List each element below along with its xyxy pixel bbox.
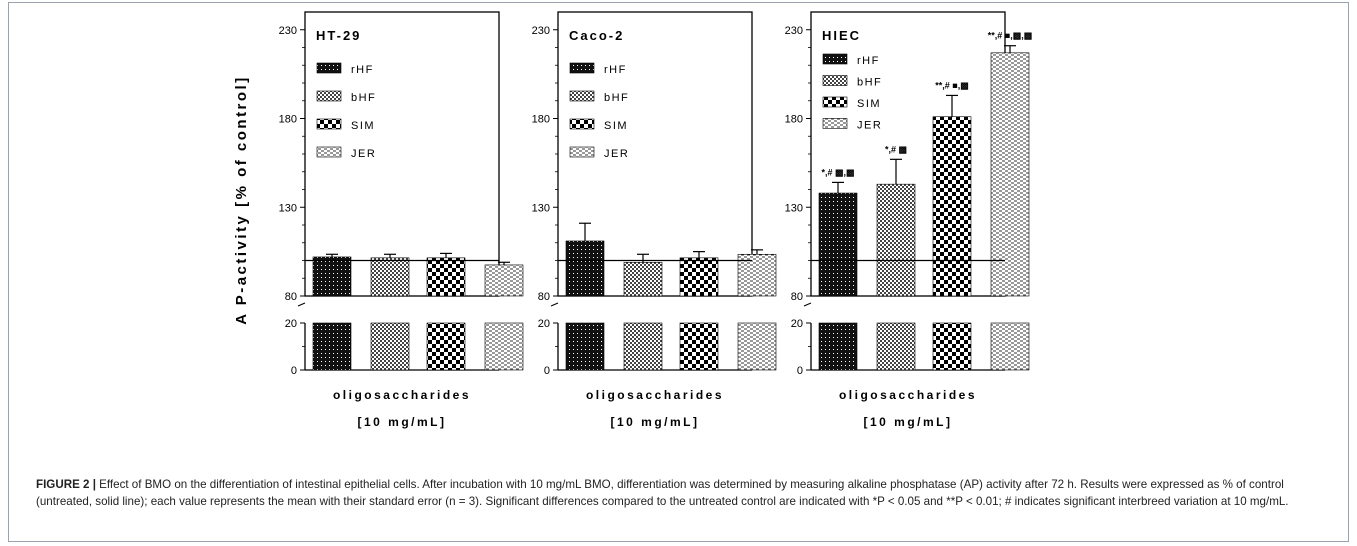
panel-1: 80 130 180 230 0 20 HT-29 rHF bHF SIM JER oligosacc… — [279, 11, 524, 429]
bar-rHF — [312, 256, 352, 297]
x-axis-label: oligosaccharides — [586, 388, 724, 402]
y-tick-label: 230 — [279, 25, 297, 37]
legend-swatch-JER — [822, 118, 848, 129]
legend-label: bHF — [351, 92, 376, 104]
legend-swatch-bHF — [569, 90, 595, 102]
legend-label: bHF — [857, 77, 882, 89]
bar-lower-JER — [484, 322, 524, 371]
bar-JER — [990, 52, 1030, 297]
y-tick-label: 20 — [538, 318, 550, 330]
bar-lower-SIM — [679, 322, 719, 371]
significance-label: **,# ■,▩ — [935, 80, 968, 90]
chart-svg: A P-activity [% of control] 80 130 180 230 0… — [233, 11, 1032, 429]
legend-swatch-SIM — [316, 118, 342, 130]
bar-lower-JER — [990, 322, 1030, 371]
panel-title: Caco-2 — [569, 28, 624, 43]
bar-bHF — [623, 261, 663, 297]
panel-3: 80 130 180 230 0 20 *,# ▩,▩ *,# ▩ **,# ■,▩ **,# ■… — [785, 11, 1032, 429]
y-tick-label: 130 — [279, 202, 297, 214]
y-tick-label: 230 — [532, 25, 550, 37]
bar-bHF — [876, 183, 916, 297]
bar-lower-rHF — [565, 322, 605, 371]
legend-label: JER — [857, 120, 882, 132]
x-axis-label: oligosaccharides — [333, 388, 471, 402]
bar-bHF — [370, 257, 410, 297]
bar-SIM — [426, 257, 466, 297]
bar-lower-bHF — [370, 322, 410, 371]
panel-title: HT-29 — [316, 28, 361, 43]
x-axis-label-unit: [10 mg/mL] — [357, 415, 446, 429]
legend-swatch-bHF — [822, 75, 848, 86]
bar-JER — [737, 253, 777, 297]
bar-lower-bHF — [876, 322, 916, 371]
y-tick-label: 80 — [791, 291, 803, 303]
bar-rHF — [565, 240, 605, 297]
bar-SIM — [679, 257, 719, 297]
y-tick-label: 20 — [791, 318, 803, 330]
legend-swatch-JER — [569, 146, 595, 158]
panel-title: HIEC — [822, 28, 861, 43]
bar-lower-rHF — [818, 322, 858, 371]
y-tick-label: 80 — [538, 291, 550, 303]
figure-caption: FIGURE 2 | Effect of BMO on the differen… — [36, 476, 1336, 510]
y-tick-label: 80 — [285, 291, 297, 303]
bar-lower-SIM — [932, 322, 972, 371]
bar-SIM — [932, 116, 972, 297]
y-tick-label: 0 — [797, 365, 803, 377]
y-tick-label: 230 — [785, 25, 803, 37]
legend-swatch-JER — [316, 146, 342, 158]
bar-JER — [484, 264, 524, 297]
legend-swatch-rHF — [569, 62, 595, 74]
legend-label: bHF — [604, 92, 629, 104]
legend-swatch-rHF — [822, 53, 848, 65]
bar-rHF — [818, 192, 858, 297]
x-axis-label-unit: [10 mg/mL] — [863, 415, 952, 429]
panels: 80 130 180 230 0 20 HT-29 rHF bHF SIM JER oligosacc… — [279, 11, 1032, 429]
x-axis-label-unit: [10 mg/mL] — [610, 415, 699, 429]
significance-label: *,# ▩,▩ — [821, 167, 854, 177]
y-tick-label: 0 — [291, 365, 297, 377]
panel-2: 80 130 180 230 0 20 Caco-2 rHF bHF SIM JER oligosac… — [532, 11, 777, 429]
y-tick-label: 180 — [785, 114, 803, 126]
y-tick-label: 180 — [279, 114, 297, 126]
legend-swatch-bHF — [316, 90, 342, 102]
bar-lower-JER — [737, 322, 777, 371]
figure-label: FIGURE 2 | — [36, 478, 96, 491]
axis-break-mark — [550, 302, 559, 307]
x-axis-label: oligosaccharides — [839, 388, 977, 402]
y-tick-label: 130 — [785, 202, 803, 214]
bar-lower-bHF — [623, 322, 663, 371]
axis-break-mark — [803, 302, 812, 307]
bar-lower-SIM — [426, 322, 466, 371]
significance-label: **,# ■,▩,▩ — [988, 31, 1032, 41]
y-tick-label: 0 — [544, 365, 550, 377]
legend-label: JER — [351, 148, 376, 160]
legend-label: SIM — [351, 120, 375, 132]
legend-swatch-SIM — [569, 118, 595, 130]
legend-label: SIM — [857, 98, 881, 110]
y-axis-label: A P-activity [% of control] — [233, 75, 250, 324]
y-tick-label: 130 — [532, 202, 550, 214]
legend-swatch-rHF — [316, 62, 342, 74]
legend-swatch-SIM — [822, 96, 848, 108]
legend-label: rHF — [857, 55, 880, 67]
legend-label: rHF — [604, 64, 627, 76]
y-tick-label: 20 — [285, 318, 297, 330]
figure-frame — [8, 2, 1349, 542]
bar-lower-rHF — [312, 322, 352, 371]
legend-label: JER — [604, 148, 629, 160]
caption-text: Effect of BMO on the differentiation of … — [36, 478, 1289, 508]
axis-break-mark — [297, 302, 306, 307]
significance-label: *,# ▩ — [885, 144, 907, 154]
legend-label: rHF — [351, 64, 374, 76]
y-tick-label: 180 — [532, 114, 550, 126]
legend-label: SIM — [604, 120, 628, 132]
